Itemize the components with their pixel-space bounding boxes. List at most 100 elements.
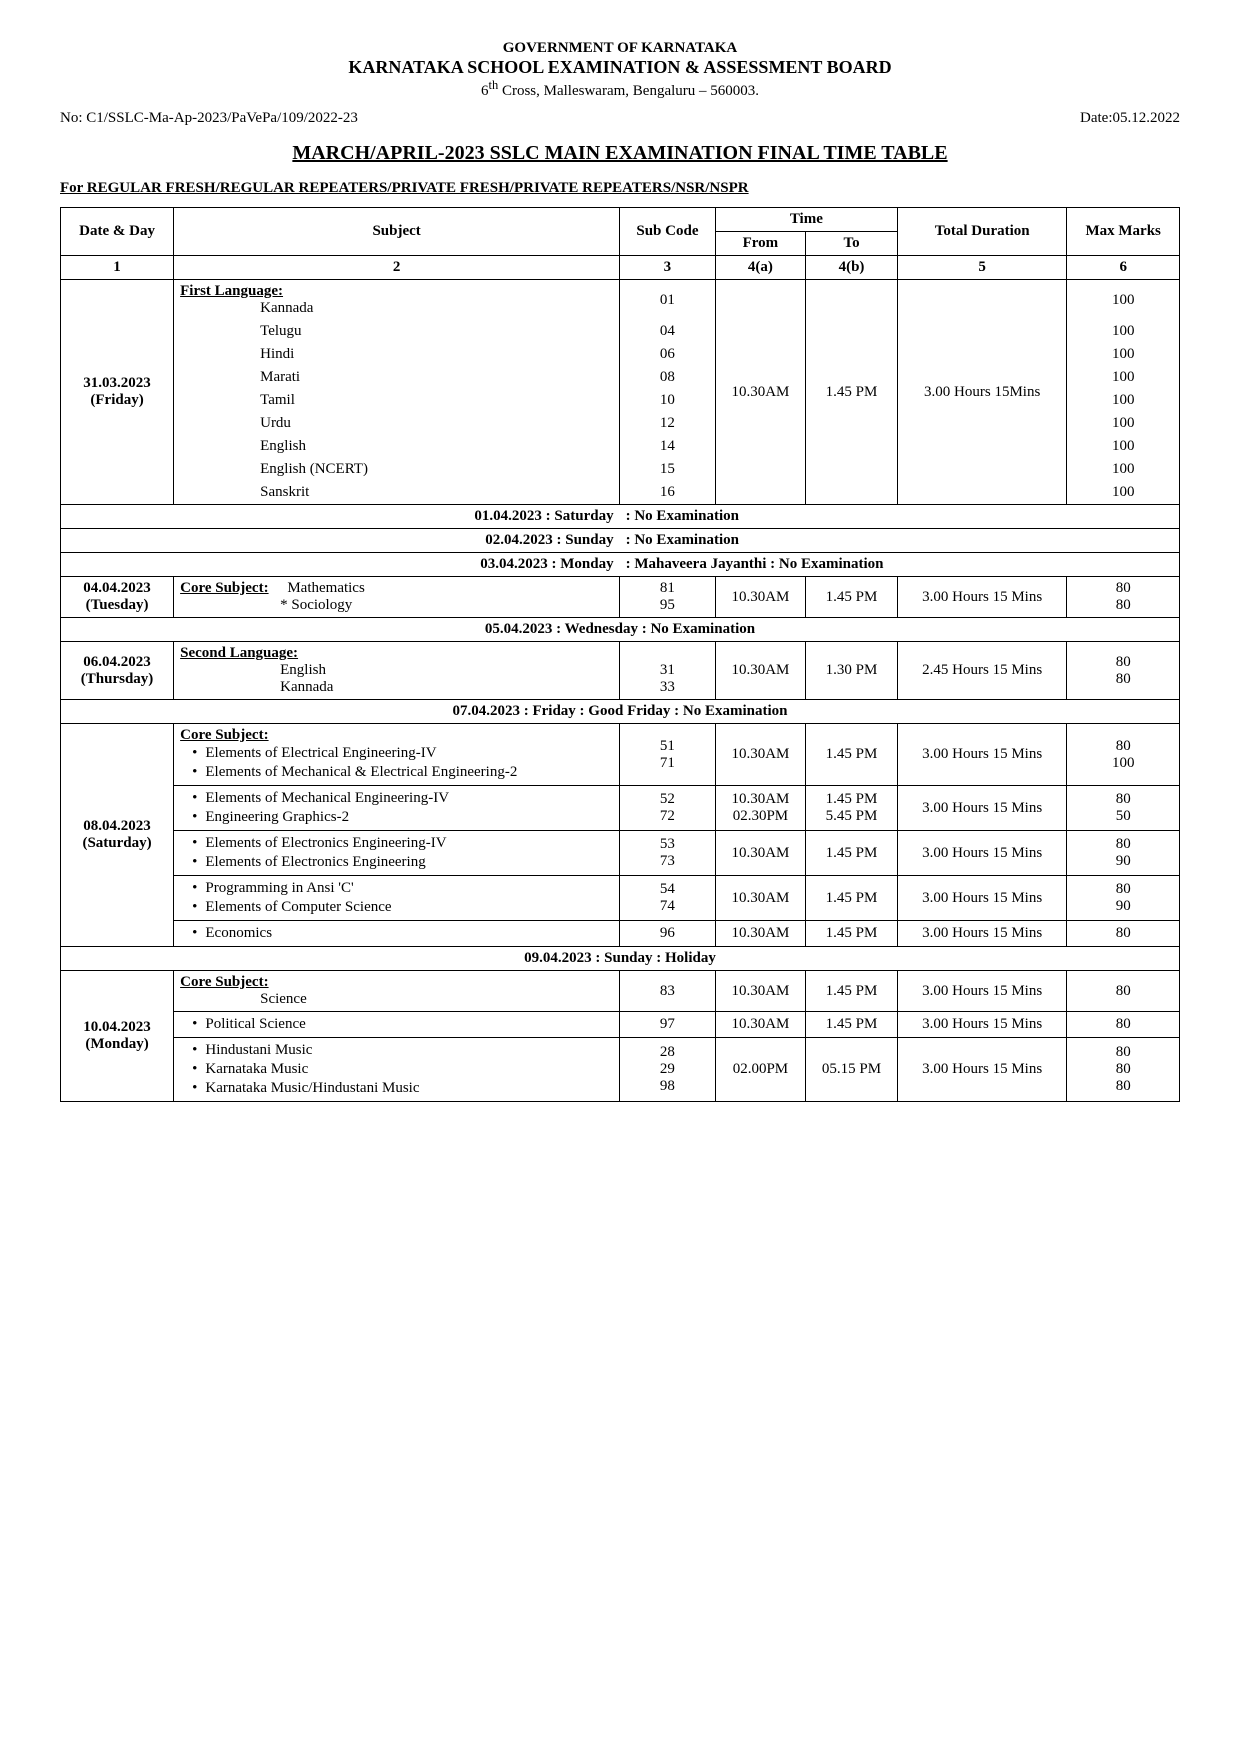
- day2-m1: 80: [1116, 580, 1131, 596]
- day4-g3-from: 10.30AM: [715, 831, 805, 876]
- day5-g3-s1: Hindustani Music: [192, 1041, 613, 1060]
- day4-g2-row: Elements of Mechanical Engineering-IV En…: [61, 786, 1180, 831]
- day4-g4-marks: 80 90: [1067, 876, 1180, 921]
- day2-duration: 3.00 Hours 15 Mins: [897, 577, 1066, 618]
- day3-c1: 31: [660, 662, 675, 678]
- noexam-2-left: 02.04.2023 : Sunday: [61, 529, 620, 553]
- day4-g2-to: 1.45 PM 5.45 PM: [806, 786, 898, 831]
- col-n1: 1: [61, 256, 174, 280]
- day5-g2-m1: 80: [1067, 1012, 1180, 1038]
- day1-item-5: Urdu: [174, 412, 620, 435]
- col-n4b: 4(b): [806, 256, 898, 280]
- day1-marks-4: 100: [1067, 389, 1180, 412]
- day4-g4-c1: 54: [660, 881, 675, 897]
- noexam-row-1: 01.04.2023 : Saturday : No Examination: [61, 505, 1180, 529]
- day4-g1-s1: Elements of Electrical Engineering-IV: [192, 744, 613, 763]
- day4-g1-s2: Elements of Mechanical & Electrical Engi…: [192, 763, 613, 782]
- day1-marks-5: 100: [1067, 412, 1180, 435]
- day5-g3-m1: 80: [1116, 1044, 1131, 1060]
- government-line: GOVERNMENT OF KARNATAKA: [60, 40, 1180, 57]
- day5-g2-c1: 97: [620, 1012, 716, 1038]
- day3-row: 06.04.2023 (Thursday) Second Language: E…: [61, 642, 1180, 700]
- day3-date-cell: 06.04.2023 (Thursday): [61, 642, 174, 700]
- day5-g3-m2: 80: [1116, 1061, 1131, 1077]
- day4-g2-from: 10.30AM 02.30PM: [715, 786, 805, 831]
- day1-item-3: Marati: [174, 366, 620, 389]
- day5-date-cell: 10.04.2023 (Monday): [61, 971, 174, 1102]
- day5-date: 10.04.2023: [67, 1019, 167, 1036]
- day4-g4-subject: Programming in Ansi 'C' Elements of Comp…: [174, 876, 620, 921]
- day1-heading: First Language:: [180, 283, 283, 299]
- day4-date: 08.04.2023: [67, 818, 167, 835]
- day4-g3-row: Elements of Electronics Engineering-IV E…: [61, 831, 1180, 876]
- day1-code-2: 06: [620, 343, 716, 366]
- day5-g3-s3: Karnataka Music/Hindustani Music: [192, 1079, 613, 1098]
- day4-g2-s1: Elements of Mechanical Engineering-IV: [192, 789, 613, 808]
- col-n6: 6: [1067, 256, 1180, 280]
- day1-marks-8: 100: [1067, 481, 1180, 505]
- day4-g5-row: Economics 96 10.30AM 1.45 PM 3.00 Hours …: [61, 921, 1180, 947]
- day1-subject-0: First Language: Kannada: [174, 280, 620, 321]
- day4-g5-c1: 96: [620, 921, 716, 947]
- day4-g5-dur: 3.00 Hours 15 Mins: [897, 921, 1066, 947]
- day4-g2-subject: Elements of Mechanical Engineering-IV En…: [174, 786, 620, 831]
- day2-codes: 81 95: [620, 577, 716, 618]
- day5-g2-from: 10.30AM: [715, 1012, 805, 1038]
- day2-c2: 95: [660, 597, 675, 613]
- day5-heading: Core Subject:: [180, 974, 268, 990]
- day3-date: 06.04.2023: [67, 654, 167, 671]
- day4-g2-from2: 02.30PM: [733, 808, 788, 824]
- day3-marks: 80 80: [1067, 642, 1180, 700]
- day1-code-3: 08: [620, 366, 716, 389]
- col-duration: Total Duration: [897, 208, 1066, 256]
- day5-g3-c2: 29: [660, 1061, 675, 1077]
- day3-day: (Thursday): [67, 671, 167, 688]
- document-header: GOVERNMENT OF KARNATAKA KARNATAKA SCHOOL…: [60, 40, 1180, 100]
- day4-g2-c1: 52: [660, 791, 675, 807]
- day1-code-0: 01: [620, 280, 716, 321]
- day3-codes: 31 33: [620, 642, 716, 700]
- day5-g3-s2: Karnataka Music: [192, 1060, 613, 1079]
- day4-g3-s2: Elements of Electronics Engineering: [192, 853, 613, 872]
- day4-g5-subject: Economics: [174, 921, 620, 947]
- reference-number: No: C1/SSLC-Ma-Ap-2023/PaVePa/109/2022-2…: [60, 110, 358, 127]
- day5-g3-from: 02.00PM: [715, 1038, 805, 1102]
- day5-g3-to: 05.15 PM: [806, 1038, 898, 1102]
- day5-g2-row: Political Science 97 10.30AM 1.45 PM 3.0…: [61, 1012, 1180, 1038]
- day5-g1-m1: 80: [1067, 971, 1180, 1012]
- day1-duration: 3.00 Hours 15Mins: [897, 280, 1066, 505]
- day4-g2-marks: 80 50: [1067, 786, 1180, 831]
- noexam-row-2: 02.04.2023 : Sunday : No Examination: [61, 529, 1180, 553]
- day5-g1-s1: Science: [180, 991, 307, 1007]
- day4-g5-from: 10.30AM: [715, 921, 805, 947]
- col-n2: 2: [174, 256, 620, 280]
- day5-g3-c1: 28: [660, 1044, 675, 1060]
- day4-g3-dur: 3.00 Hours 15 Mins: [897, 831, 1066, 876]
- day5-day: (Monday): [67, 1036, 167, 1053]
- header-row-1: Date & Day Subject Sub Code Time Total D…: [61, 208, 1180, 232]
- day4-g2-dur: 3.00 Hours 15 Mins: [897, 786, 1066, 831]
- day5-g3-codes: 28 29 98: [620, 1038, 716, 1102]
- col-n4a: 4(a): [715, 256, 805, 280]
- timetable: Date & Day Subject Sub Code Time Total D…: [60, 207, 1180, 1102]
- day4-g1-row: 08.04.2023 (Saturday) Core Subject: Elem…: [61, 724, 1180, 786]
- day4-g3-c1: 53: [660, 836, 675, 852]
- day4-heading: Core Subject:: [180, 727, 268, 743]
- day4-day: (Saturday): [67, 835, 167, 852]
- day4-g4-from: 10.30AM: [715, 876, 805, 921]
- day5-g2-subject: Political Science: [174, 1012, 620, 1038]
- noexam-6: 09.04.2023 : Sunday : Holiday: [61, 947, 1180, 971]
- day4-g3-codes: 53 73: [620, 831, 716, 876]
- day5-g1-row: 10.04.2023 (Monday) Core Subject: Scienc…: [61, 971, 1180, 1012]
- day1-code-1: 04: [620, 320, 716, 343]
- noexam-5: 07.04.2023 : Friday : Good Friday : No E…: [61, 700, 1180, 724]
- noexam-row-3: 03.04.2023 : Monday : Mahaveera Jayanthi…: [61, 553, 1180, 577]
- day4-g4-s2: Elements of Computer Science: [192, 898, 613, 917]
- day4-g1-m2: 100: [1112, 755, 1135, 771]
- day1-code-5: 12: [620, 412, 716, 435]
- col-from: From: [715, 232, 805, 256]
- noexam-1-right: : No Examination: [620, 505, 1180, 529]
- day4-g5-to: 1.45 PM: [806, 921, 898, 947]
- day1-date-cell: 31.03.2023 (Friday): [61, 280, 174, 505]
- day1-item-7: English (NCERT): [174, 458, 620, 481]
